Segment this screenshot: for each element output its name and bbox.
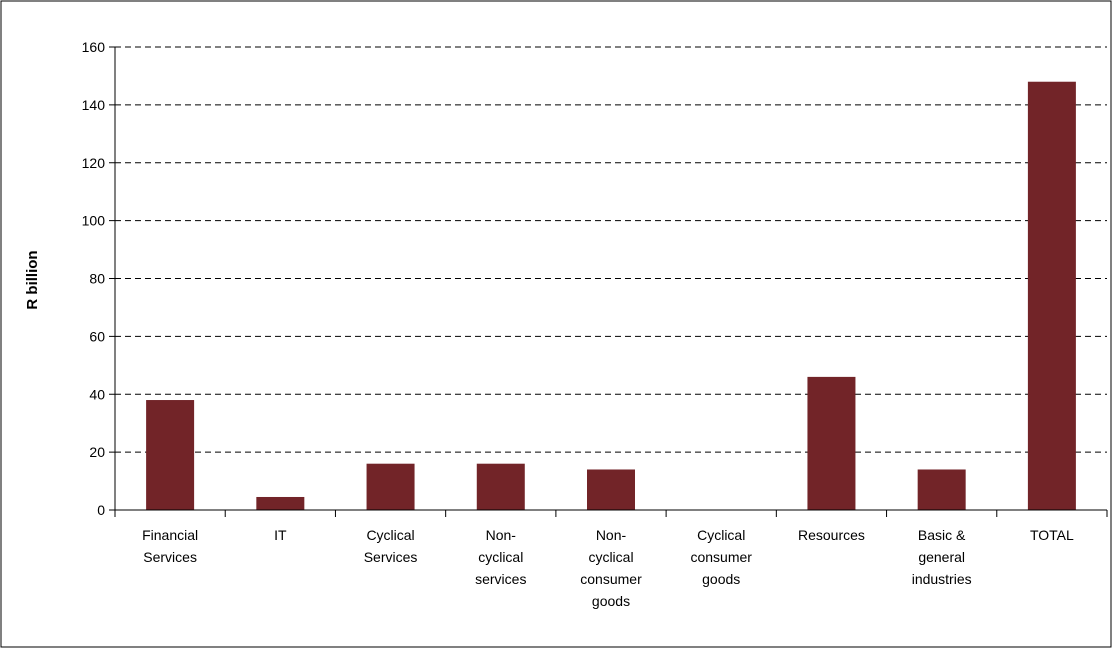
x-tick-label-line: Cyclical [366, 527, 414, 543]
x-tick-label-line: Services [143, 549, 197, 565]
x-tick-label-line: cyclical [588, 549, 633, 565]
x-tick-label-line: IT [274, 527, 287, 543]
bars [146, 81, 1076, 510]
x-tick-label: Cyclical consumer goods [690, 527, 752, 587]
bar [917, 469, 966, 510]
y-tick-label: 20 [89, 444, 105, 460]
bar [587, 469, 635, 510]
x-tick-label-line: Non- [486, 527, 517, 543]
x-tick-label-line: Cyclical [697, 527, 745, 543]
x-tick-label-line: industries [912, 571, 972, 587]
y-tick-label: 120 [82, 155, 106, 171]
x-tick-label-line: Services [364, 549, 418, 565]
y-tick-label: 0 [97, 502, 105, 518]
x-tick-label: TOTAL [1030, 527, 1074, 543]
y-tick-label: 80 [89, 271, 105, 287]
x-tick-label-line: general [918, 549, 965, 565]
x-tick-label-line: TOTAL [1030, 527, 1074, 543]
x-tick-label-line: cyclical [478, 549, 523, 565]
x-tick-labels: Financial Services IT Cyclical Services Non-c… [142, 527, 1074, 609]
bar [1027, 81, 1076, 510]
x-tick-label-line: goods [592, 593, 630, 609]
x-tick-label-line: services [475, 571, 526, 587]
x-tick-label: Non-cyclical consumer goods [580, 527, 642, 609]
x-tick-label-line: Financial [142, 527, 198, 543]
x-tick-label-line: consumer [580, 571, 642, 587]
bar [366, 463, 415, 510]
x-tick-label-line: Non- [596, 527, 627, 543]
x-tick-label-line: Resources [798, 527, 865, 543]
y-axis-label: R billion [24, 250, 41, 309]
gridlines [115, 46, 1107, 453]
y-tick-label: 60 [89, 328, 105, 344]
y-tick-label: 140 [82, 97, 106, 113]
x-tick-label: IT [274, 527, 287, 543]
x-tick-label: Resources [798, 527, 865, 543]
x-tick-label: Non-cyclical services [475, 527, 526, 587]
bar [476, 463, 525, 510]
x-tick-label-line: consumer [690, 549, 752, 565]
axes [109, 46, 1108, 517]
bar [807, 376, 856, 510]
x-tick-label: Financial Services [142, 527, 198, 565]
y-tick-label: 40 [89, 386, 105, 402]
bar [146, 400, 195, 510]
x-tick-label: Basic & general industries [912, 527, 972, 587]
y-tick-label: 100 [82, 213, 106, 229]
x-tick-label-line: goods [702, 571, 740, 587]
x-tick-label: Cyclical Services [364, 527, 418, 565]
y-tick-label: 160 [82, 39, 106, 55]
bar [256, 496, 305, 510]
y-tick-labels: 0 20 40 60 80 100 120 140 160 [82, 39, 106, 518]
x-tick-label-line: Basic & [918, 527, 966, 543]
